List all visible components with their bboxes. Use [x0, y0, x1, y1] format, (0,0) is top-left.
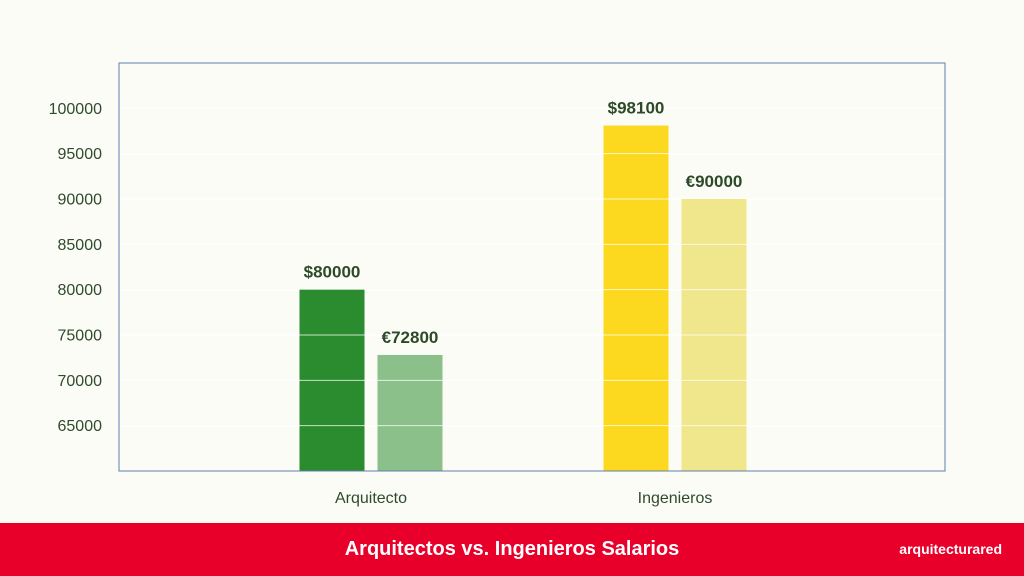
bars-group: [299, 125, 747, 471]
data-labels: $80000 €72800 $98100 €90000: [304, 99, 743, 347]
grid-lines: [119, 107, 945, 427]
bar: [377, 354, 443, 471]
y-tick-label: 65000: [58, 418, 103, 435]
data-label: $80000: [304, 263, 361, 282]
chart-title-banner: Arquitectos vs. Ingenieros Salarios: [344, 538, 680, 560]
bar: [603, 125, 669, 471]
x-tick-label: Ingenieros: [638, 490, 713, 507]
footer-banner: Arquitectos vs. Ingenieros Salarios arqu…: [0, 523, 1024, 576]
y-tick-label: 75000: [58, 328, 103, 345]
y-tick-label: 90000: [58, 192, 103, 209]
y-tick-label: 70000: [58, 373, 103, 390]
plot-background: [119, 63, 945, 471]
data-label: €90000: [686, 172, 743, 191]
x-tick-label: Arquitecto: [335, 490, 407, 507]
plot-frame: [118, 62, 946, 472]
y-tick-label: 95000: [58, 146, 103, 163]
y-tick-label: 80000: [58, 282, 103, 299]
data-label: $98100: [608, 99, 665, 118]
brand-logo: arquitecturared: [899, 541, 1002, 557]
salary-bar-chart: 65000 70000 75000 80000 85000 90000 95000 10000…: [49, 62, 946, 507]
y-tick-label: 100000: [49, 101, 102, 118]
data-label: €72800: [382, 328, 439, 347]
y-axis: 65000 70000 75000 80000 85000 90000 95000 10000…: [49, 101, 102, 435]
y-tick-label: 85000: [58, 237, 103, 254]
x-axis: Arquitecto Ingenieros: [335, 490, 712, 507]
